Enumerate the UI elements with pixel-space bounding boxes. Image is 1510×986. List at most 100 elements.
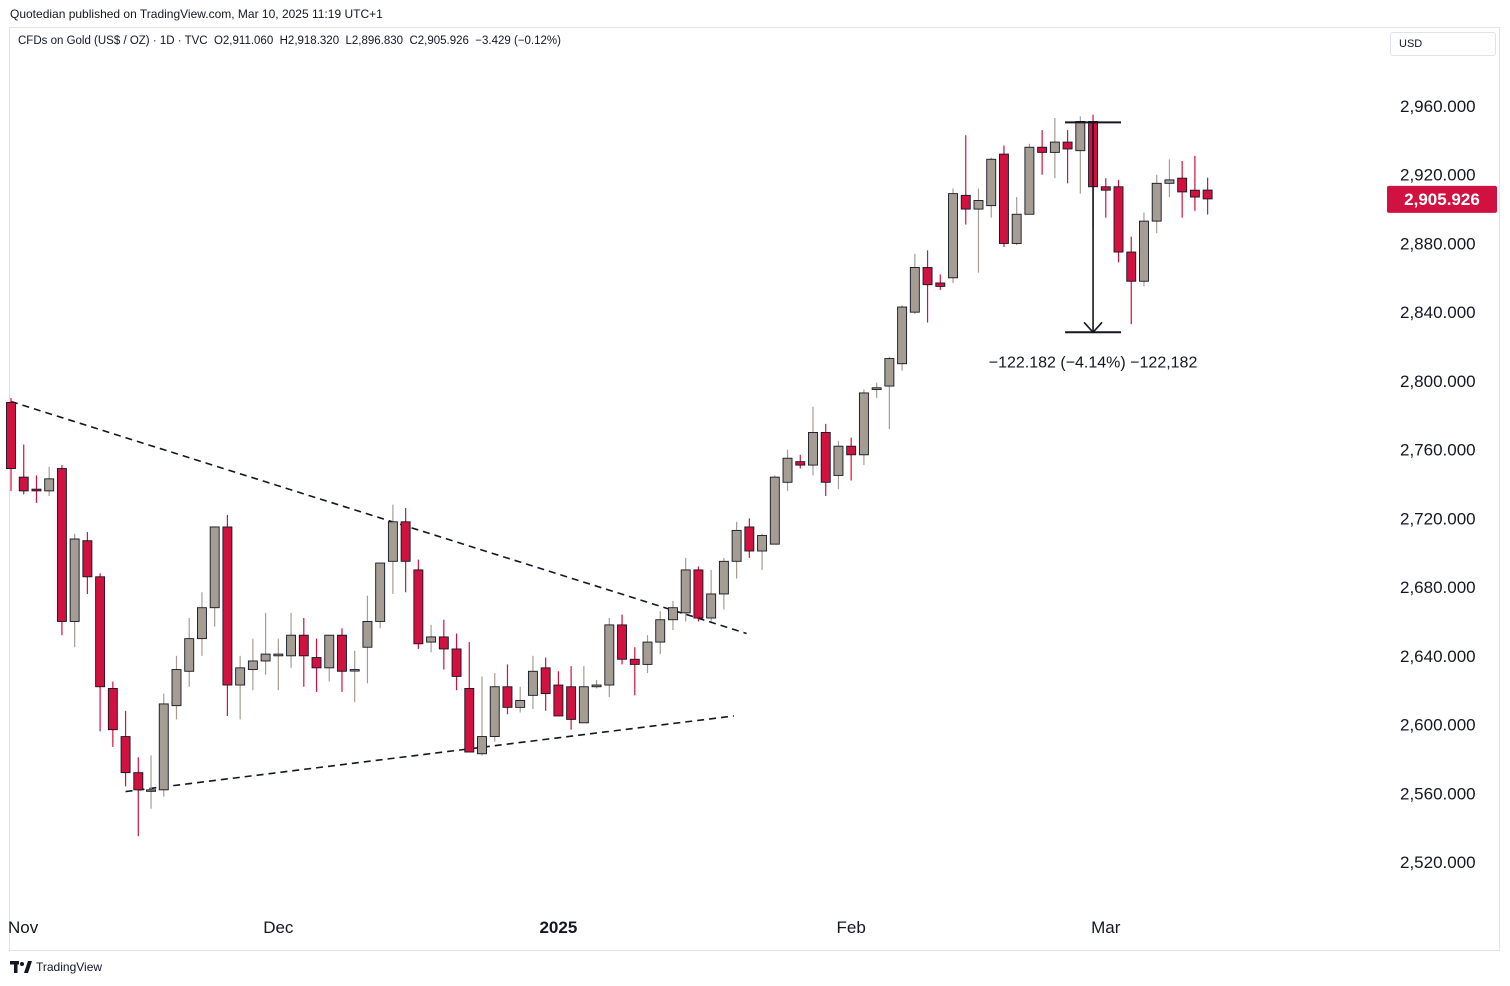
candle[interactable] (1189, 189, 1200, 198)
candle[interactable] (642, 641, 653, 665)
candle[interactable] (808, 432, 818, 466)
candle[interactable] (273, 653, 284, 657)
candle[interactable] (629, 658, 640, 665)
candle[interactable] (44, 478, 55, 492)
candle[interactable] (617, 624, 627, 660)
candle[interactable] (782, 457, 793, 483)
candle[interactable] (1177, 177, 1188, 193)
candle[interactable] (858, 392, 869, 456)
candle[interactable] (298, 634, 309, 657)
candle[interactable] (235, 667, 246, 686)
candle[interactable] (846, 445, 857, 456)
candle[interactable] (95, 576, 106, 688)
candle[interactable] (884, 358, 895, 387)
candle[interactable] (400, 521, 411, 562)
candle[interactable] (375, 562, 386, 622)
candle[interactable] (1151, 182, 1162, 222)
candle[interactable] (426, 636, 437, 643)
candle[interactable] (1113, 186, 1124, 253)
candle[interactable] (196, 607, 207, 640)
candle[interactable] (833, 445, 844, 476)
candle[interactable] (718, 560, 729, 595)
candle[interactable] (349, 669, 360, 672)
candle[interactable] (871, 387, 882, 390)
candle[interactable] (1062, 141, 1073, 150)
trendline[interactable] (10, 400, 747, 635)
tradingview-footer[interactable]: TradingView (10, 960, 102, 974)
candle[interactable] (1024, 146, 1035, 215)
candle[interactable] (489, 686, 500, 738)
candle[interactable] (133, 772, 144, 791)
candle[interactable] (286, 634, 297, 657)
candle[interactable] (311, 657, 322, 669)
candle[interactable] (693, 569, 704, 619)
candle[interactable] (922, 267, 933, 286)
candle[interactable] (247, 660, 258, 671)
candle[interactable] (566, 686, 577, 720)
candle[interactable] (986, 158, 997, 207)
candle[interactable] (973, 200, 984, 210)
candle[interactable] (209, 526, 220, 609)
candle[interactable] (578, 686, 589, 724)
candle[interactable] (1139, 220, 1149, 282)
candle[interactable] (897, 306, 908, 365)
candle[interactable] (184, 638, 195, 672)
candle[interactable] (680, 569, 691, 614)
candle[interactable] (477, 736, 487, 755)
candle[interactable] (18, 476, 29, 492)
candle[interactable] (1049, 141, 1060, 153)
candle[interactable] (757, 535, 768, 552)
candle[interactable] (948, 193, 958, 279)
candle[interactable] (553, 684, 564, 717)
candle[interactable] (1011, 213, 1022, 244)
candle[interactable] (668, 607, 678, 621)
candle[interactable] (222, 526, 233, 686)
candle[interactable] (795, 461, 806, 466)
candle[interactable] (1164, 179, 1175, 184)
candle[interactable] (960, 194, 971, 210)
candle[interactable] (998, 153, 1009, 244)
candle[interactable] (337, 634, 347, 672)
candle[interactable] (731, 529, 742, 562)
trendline[interactable] (125, 715, 734, 793)
candle[interactable] (146, 789, 156, 792)
candle[interactable] (362, 621, 373, 648)
candle[interactable] (158, 703, 169, 791)
candle[interactable] (120, 736, 131, 774)
candle[interactable] (56, 468, 67, 622)
candle[interactable] (655, 619, 666, 643)
candle[interactable] (1075, 121, 1086, 152)
candle[interactable] (438, 636, 449, 650)
candle[interactable] (502, 686, 513, 708)
candle[interactable] (706, 593, 717, 619)
candle[interactable] (820, 432, 831, 483)
candle[interactable] (451, 648, 462, 677)
candle[interactable] (515, 700, 526, 708)
candle[interactable] (1100, 186, 1111, 191)
candle[interactable] (540, 667, 551, 695)
candle[interactable] (591, 684, 602, 688)
candle[interactable] (1037, 146, 1048, 153)
candle[interactable] (324, 634, 335, 669)
candle[interactable] (909, 267, 920, 313)
candle[interactable] (387, 521, 398, 562)
candle[interactable] (413, 569, 424, 645)
candle[interactable] (31, 488, 42, 492)
candle[interactable] (604, 624, 615, 686)
candle[interactable] (260, 653, 271, 662)
candle[interactable] (69, 538, 80, 622)
candle[interactable] (935, 282, 946, 287)
candle[interactable] (6, 401, 16, 469)
candle[interactable] (527, 670, 538, 696)
currency-selector[interactable]: USD (1390, 32, 1496, 56)
candle[interactable] (171, 669, 182, 707)
candle[interactable] (1126, 251, 1137, 282)
legend-symbol[interactable]: CFDs on Gold (US$ / OZ) · 1D · TVC (18, 35, 208, 47)
candle[interactable] (744, 526, 755, 552)
candle[interactable] (769, 476, 780, 545)
candle[interactable] (464, 688, 475, 753)
candle[interactable] (1202, 189, 1213, 200)
candle[interactable] (107, 688, 118, 731)
candle[interactable] (82, 540, 93, 578)
